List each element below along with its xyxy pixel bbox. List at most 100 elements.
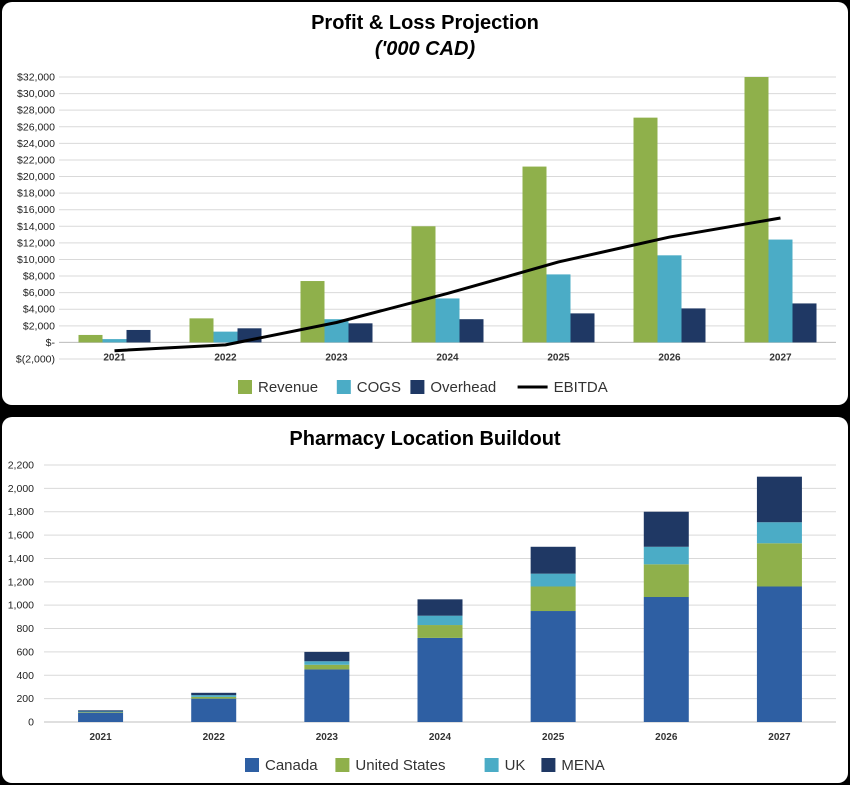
- x-tick-label: 2024: [429, 732, 452, 743]
- bar-cogs: [657, 255, 682, 343]
- y-tick-label: 0: [28, 717, 34, 729]
- bar-segment-mena: [191, 692, 237, 696]
- y-tick-label: $24,000: [17, 138, 55, 150]
- x-tick-label: 2024: [436, 352, 459, 363]
- x-tick-label: 2025: [542, 732, 565, 743]
- bar-segment-united-states: [191, 696, 237, 699]
- bar-segment-mena: [417, 599, 463, 616]
- legend-swatch-uk: [484, 758, 499, 772]
- legend-swatch-mena: [541, 758, 556, 772]
- bar-segment-mena: [530, 546, 576, 574]
- y-tick-label: $32,000: [17, 72, 55, 84]
- bar-revenue: [411, 226, 436, 343]
- x-tick-label: 2023: [325, 352, 348, 363]
- bar-revenue: [189, 318, 214, 343]
- x-tick-label: 2023: [316, 732, 339, 743]
- legend-swatch-united-states: [335, 758, 350, 772]
- bar-segment-uk: [643, 546, 689, 565]
- y-tick-label: $12,000: [17, 237, 55, 249]
- legend-swatch-cogs: [336, 380, 351, 394]
- y-tick-label: 1,800: [8, 506, 34, 518]
- legend-label-uk: UK: [505, 757, 526, 774]
- y-tick-label: $30,000: [17, 88, 55, 100]
- y-tick-label: $-: [46, 337, 56, 349]
- bar-segment-canada: [78, 712, 124, 722]
- y-tick-label: 600: [16, 646, 34, 658]
- legend-label-united-states: United States: [355, 757, 445, 774]
- bar-overhead: [792, 303, 817, 343]
- bar-segment-uk: [530, 573, 576, 587]
- bar-segment-canada: [643, 597, 689, 722]
- x-tick-label: 2021: [103, 352, 126, 363]
- legend-label-overhead: Overhead: [430, 379, 496, 396]
- bar-segment-united-states: [643, 564, 689, 598]
- bar-overhead: [126, 329, 151, 343]
- x-tick-label: 2022: [214, 352, 237, 363]
- y-tick-label: $20,000: [17, 171, 55, 183]
- bar-revenue: [78, 334, 103, 343]
- bar-segment-mena: [756, 476, 802, 523]
- legend-label-mena: MENA: [561, 757, 604, 774]
- legend-label-cogs: COGS: [357, 379, 401, 396]
- y-tick-label: $18,000: [17, 188, 55, 200]
- bar-segment-united-states: [756, 543, 802, 587]
- bar-revenue: [300, 281, 325, 343]
- x-tick-label: 2022: [203, 732, 226, 743]
- bar-cogs: [102, 339, 127, 343]
- y-tick-label: 1,200: [8, 576, 34, 588]
- y-tick-label: $26,000: [17, 121, 55, 133]
- bar-segment-mena: [78, 710, 124, 712]
- x-tick-label: 2027: [768, 732, 791, 743]
- bar-revenue: [633, 117, 658, 343]
- y-tick-label: 2,200: [8, 460, 34, 472]
- bar-revenue: [744, 77, 769, 343]
- y-tick-label: 800: [16, 623, 34, 635]
- bar-segment-uk: [78, 711, 124, 713]
- x-tick-label: 2027: [769, 352, 792, 363]
- y-tick-label: $10,000: [17, 254, 55, 266]
- bar-overhead: [570, 313, 595, 343]
- bar-segment-canada: [417, 637, 463, 722]
- x-tick-label: 2021: [89, 732, 112, 743]
- bar-segment-united-states: [304, 664, 350, 670]
- legend-label-canada: Canada: [265, 757, 318, 774]
- y-tick-label: 1,400: [8, 553, 34, 565]
- bar-segment-canada: [191, 698, 237, 722]
- legend-label-revenue: Revenue: [258, 379, 318, 396]
- buildout-chart-title: Pharmacy Location Buildout: [289, 428, 561, 450]
- bar-segment-uk: [756, 522, 802, 544]
- pl-chart-svg: $(2,000) $- $2,000 $4,000 $6,000 $8,000 $10,00…: [16, 72, 836, 396]
- legend-label-ebitda: EBITDA: [554, 379, 608, 396]
- y-tick-label: 400: [16, 670, 34, 682]
- pl-chart-panel: Profit & Loss Projection ('000 CAD) $(2,…: [2, 2, 848, 405]
- y-tick-label: 200: [16, 693, 34, 705]
- legend-swatch-revenue: [238, 380, 252, 394]
- bar-segment-uk: [417, 615, 463, 626]
- y-tick-label: 2,000: [8, 483, 34, 495]
- x-tick-label: 2025: [547, 352, 570, 363]
- y-tick-label: $6,000: [23, 287, 55, 299]
- buildout-chart-svg: 0 200 400 600 800 1,000 1,200 1,400 1,600 1,800 2,…: [8, 460, 836, 774]
- bar-segment-united-states: [417, 625, 463, 638]
- bar-cogs: [546, 274, 571, 343]
- y-tick-label: 1,600: [8, 530, 34, 542]
- legend-swatch-overhead: [410, 380, 425, 394]
- x-tick-label: 2026: [655, 732, 678, 743]
- y-tick-label: $2,000: [23, 320, 55, 332]
- bar-revenue: [522, 166, 547, 343]
- y-tick-label: $28,000: [17, 105, 55, 117]
- bar-cogs: [213, 331, 238, 343]
- bar-segment-uk: [191, 695, 237, 697]
- bar-segment-united-states: [78, 712, 124, 713]
- pl-chart-title: Profit & Loss Projection: [311, 12, 539, 34]
- x-tick-label: 2026: [658, 352, 681, 363]
- y-tick-label: 1,000: [8, 600, 34, 612]
- bar-segment-canada: [530, 611, 576, 722]
- bar-segment-united-states: [530, 586, 576, 612]
- bar-overhead: [348, 323, 373, 343]
- y-tick-label: $16,000: [17, 204, 55, 216]
- bar-segment-canada: [756, 586, 802, 722]
- y-tick-label: $8,000: [23, 271, 55, 283]
- bar-segment-mena: [304, 651, 350, 662]
- bar-overhead: [459, 319, 484, 343]
